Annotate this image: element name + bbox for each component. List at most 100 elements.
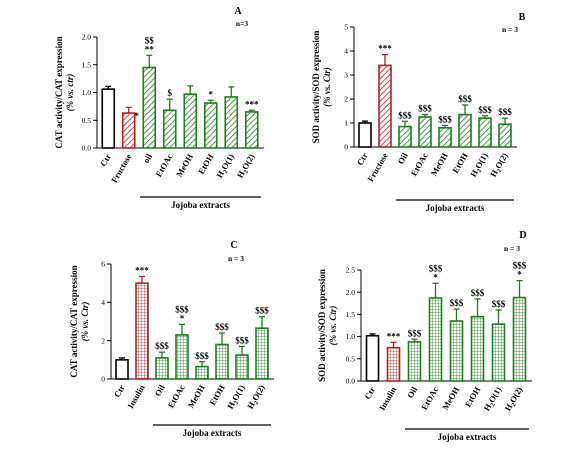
bar bbox=[215, 343, 229, 380]
bar bbox=[195, 365, 209, 380]
panel-letter: B bbox=[519, 12, 526, 23]
bar bbox=[491, 323, 506, 382]
y-axis-title: CAT activity/CAT expression bbox=[54, 36, 64, 148]
category-label: EtOH bbox=[196, 152, 216, 176]
category-label: oil bbox=[141, 151, 154, 164]
y-tick-label: 0.0 bbox=[346, 377, 356, 386]
significance-label: $$$ bbox=[438, 114, 452, 124]
bar bbox=[428, 297, 443, 382]
significance-label: $$$ bbox=[215, 322, 229, 332]
panel-d-sod-insulin: 0.0 0.5 1.0 1.5 2.0 2.5 SOD activity/SOD expre… bbox=[317, 230, 532, 442]
group-label: Jojoba extracts bbox=[171, 200, 230, 210]
bar bbox=[175, 334, 189, 380]
bar bbox=[478, 117, 492, 148]
category-label: Fructose bbox=[109, 152, 134, 185]
y-tick-label: 1 bbox=[344, 119, 348, 128]
significance-label: $$$ bbox=[450, 298, 464, 308]
bar bbox=[358, 122, 372, 148]
category-label: H2O(2) bbox=[245, 383, 269, 412]
y-tick-label: 3 bbox=[344, 71, 348, 80]
y-tick-label: 2 bbox=[344, 95, 348, 104]
bar bbox=[398, 125, 412, 148]
y-axis-title: SOD activity/SOD expression bbox=[311, 31, 321, 144]
panel-b-sod-fructose: 0 1 2 3 4 5 SOD activity/SOD expression (% vs. … bbox=[311, 12, 526, 213]
bar bbox=[235, 354, 249, 380]
n-label: n = 3 bbox=[228, 254, 244, 263]
significance-label: $$$ bbox=[429, 263, 443, 273]
category-label: H2O(1) bbox=[225, 383, 249, 412]
category-label: Ctr bbox=[362, 385, 377, 401]
group-label: Jojoba extracts bbox=[438, 432, 497, 442]
y-axis-subtitle: (% vs. Ctr) bbox=[322, 67, 332, 107]
category-label: EtOAc bbox=[409, 151, 430, 178]
y-tick-label: 0 bbox=[101, 375, 105, 384]
significance-label: $$$ bbox=[195, 351, 209, 361]
bar bbox=[470, 315, 485, 382]
bar bbox=[386, 346, 401, 382]
category-label: Oil bbox=[152, 382, 167, 397]
y-tick-label: 1.5 bbox=[346, 310, 356, 319]
significance-label: $$$ bbox=[498, 107, 512, 117]
significance-label: *** bbox=[387, 331, 401, 341]
category-label: MeOH bbox=[174, 152, 195, 179]
category-label: Insulin bbox=[125, 383, 147, 410]
y-tick-label: 5 bbox=[344, 23, 348, 32]
y-axis-title: CAT activity/CAT expression bbox=[69, 265, 79, 377]
n-label: n = 3 bbox=[504, 244, 520, 253]
y-axis-subtitle: (% vs. ctr) bbox=[65, 74, 75, 112]
bar bbox=[101, 88, 116, 149]
significance-label: $$ bbox=[145, 35, 155, 45]
y-tick-label: 4 bbox=[344, 47, 348, 56]
category-label: EtOH bbox=[450, 151, 470, 175]
bar bbox=[203, 102, 218, 149]
y-tick-label: 2.5 bbox=[346, 266, 356, 275]
category-label: EtOAc bbox=[419, 385, 440, 412]
panel-letter: A bbox=[234, 6, 242, 17]
significance-label: $$$ bbox=[255, 306, 269, 316]
significance-label: $$$ bbox=[398, 110, 412, 120]
bar bbox=[183, 93, 198, 149]
bar bbox=[407, 341, 422, 382]
bar bbox=[135, 282, 149, 380]
y-tick-label: 0 bbox=[344, 143, 348, 152]
bar bbox=[115, 359, 129, 380]
group-label: Jojoba extracts bbox=[426, 203, 485, 213]
category-label: Insulin bbox=[377, 385, 399, 412]
significance-label: ** bbox=[145, 44, 155, 54]
y-tick-label: 2.0 bbox=[346, 288, 356, 297]
n-label: n=3 bbox=[236, 19, 248, 28]
bar bbox=[244, 111, 259, 149]
y-tick-label: 4 bbox=[101, 298, 105, 307]
bar bbox=[498, 123, 512, 148]
category-label: H2O(1) bbox=[481, 385, 505, 414]
significance-label: $$$ bbox=[235, 335, 249, 345]
n-label: n = 3 bbox=[502, 25, 518, 34]
significance-label: $$$ bbox=[513, 261, 527, 271]
bar bbox=[458, 113, 472, 148]
bar bbox=[438, 127, 452, 148]
significance-label: *** bbox=[245, 99, 259, 109]
category-label: MeOH bbox=[440, 385, 461, 412]
category-label: H2O(2) bbox=[488, 151, 512, 180]
y-axis-subtitle: (% vs. Ctr) bbox=[328, 306, 338, 346]
category-label: Ctr bbox=[112, 383, 127, 399]
category-label: H2O(2) bbox=[502, 385, 526, 414]
category-label: MeOH bbox=[186, 383, 207, 410]
panel-letter: C bbox=[230, 240, 237, 251]
significance-label: * bbox=[180, 313, 185, 323]
y-tick-label: 2.0 bbox=[82, 33, 92, 42]
significance-label: * bbox=[517, 270, 522, 280]
panel-a-cat-fructose: 0.0 0.5 1.0 1.5 2.0 CAT activity/CAT expressi… bbox=[54, 6, 264, 210]
category-label: EtOH bbox=[207, 383, 227, 407]
group-label: Jojoba extracts bbox=[183, 428, 242, 438]
significance-label: $ bbox=[168, 88, 173, 98]
significance-label: $$$ bbox=[471, 288, 485, 298]
y-tick-label: 1.5 bbox=[82, 60, 92, 69]
significance-label: $$$ bbox=[408, 328, 422, 338]
bar bbox=[512, 296, 527, 382]
bar bbox=[378, 64, 392, 148]
y-tick-label: 1.0 bbox=[82, 88, 92, 97]
category-label: Oil bbox=[405, 384, 420, 399]
significance-label: $$$ bbox=[418, 104, 432, 114]
